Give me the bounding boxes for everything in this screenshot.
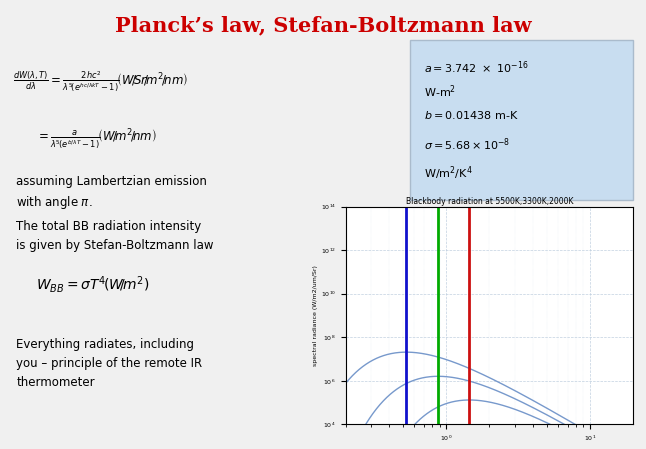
- Text: with angle $\pi$.: with angle $\pi$.: [16, 194, 93, 211]
- Text: The total BB radiation intensity: The total BB radiation intensity: [16, 220, 202, 233]
- Text: $= \frac{a}{\lambda^5\!\left(e^{b/\lambda T}-1\right)}\!\left(W\!/\!m^2\!/\!nm\r: $= \frac{a}{\lambda^5\!\left(e^{b/\lambd…: [36, 128, 156, 152]
- Y-axis label: spectral radiance (W/m2/um/Sr): spectral radiance (W/m2/um/Sr): [313, 265, 318, 366]
- Text: $W_{BB} = \sigma T^4\!\left(W\!/\!m^2\right)$: $W_{BB} = \sigma T^4\!\left(W\!/\!m^2\ri…: [36, 274, 149, 295]
- Text: Everything radiates, including: Everything radiates, including: [16, 338, 194, 351]
- Text: $\mathrm{W/m^2/K^4}$: $\mathrm{W/m^2/K^4}$: [424, 165, 472, 182]
- Text: $\frac{dW(\lambda,T)}{d\lambda} = \frac{2hc^2}{\lambda^5\!\left(e^{hc/\lambda kT: $\frac{dW(\lambda,T)}{d\lambda} = \frac{…: [13, 70, 188, 95]
- Title: Blackbody radiation at 5500K,3300K,2000K: Blackbody radiation at 5500K,3300K,2000K: [406, 197, 573, 206]
- Text: you – principle of the remote IR: you – principle of the remote IR: [16, 357, 202, 370]
- Text: $b = 0.01438\ \mathrm{m\text{-}K}$: $b = 0.01438\ \mathrm{m\text{-}K}$: [424, 109, 518, 121]
- Text: $a = 3.742\ \times\ 10^{-16}$: $a = 3.742\ \times\ 10^{-16}$: [424, 60, 528, 76]
- Text: $\mathrm{W\text{-}m^2}$: $\mathrm{W\text{-}m^2}$: [424, 84, 455, 100]
- FancyBboxPatch shape: [410, 40, 633, 200]
- Text: assuming Lambertzian emission: assuming Lambertzian emission: [16, 175, 207, 188]
- Text: is given by Stefan-Boltzmann law: is given by Stefan-Boltzmann law: [16, 239, 214, 252]
- Text: Planck’s law, Stefan-Boltzmann law: Planck’s law, Stefan-Boltzmann law: [115, 16, 531, 36]
- Text: $\sigma = 5.68\times10^{-8}$: $\sigma = 5.68\times10^{-8}$: [424, 136, 510, 153]
- Text: thermometer: thermometer: [16, 376, 95, 389]
